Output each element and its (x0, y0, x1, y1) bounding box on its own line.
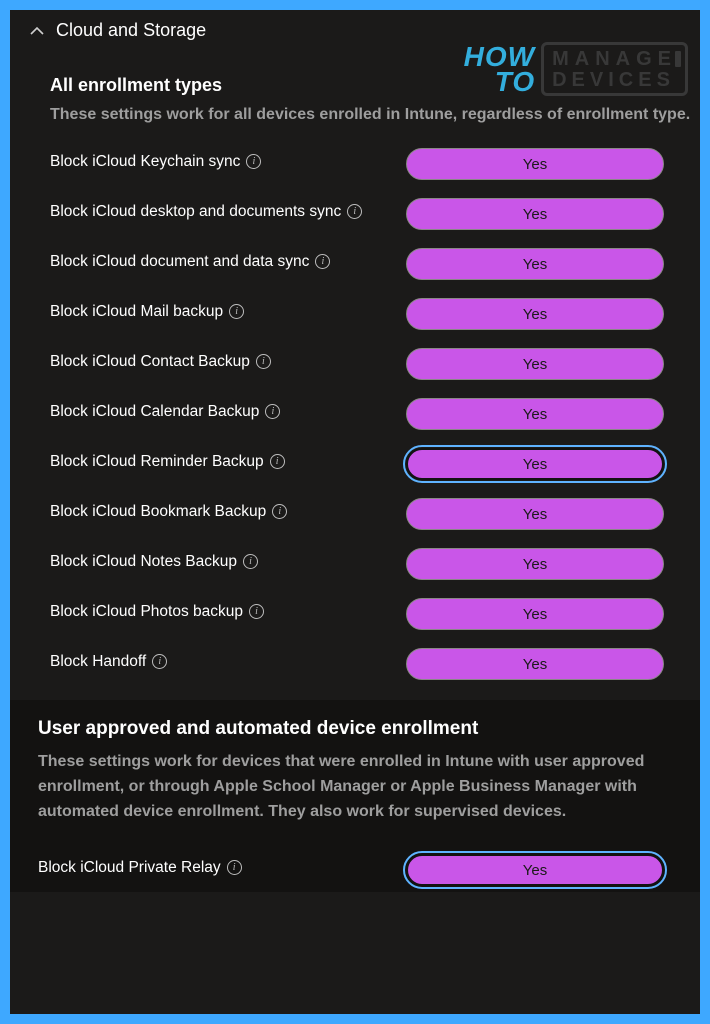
toggle-group: Yes (406, 398, 663, 430)
setting-control: Yes (406, 246, 700, 280)
toggle-group: Yes (406, 198, 663, 230)
setting-label: Block iCloud Keychain sync (50, 152, 240, 173)
setting-label: Block Handoff (50, 652, 146, 673)
chevron-up-icon (30, 23, 44, 39)
setting-row: Block iCloud Photos backup i Yes (50, 592, 700, 642)
toggle-group: Yes (406, 854, 663, 886)
watermark-how: HOW (464, 44, 535, 69)
setting-label: Block iCloud Bookmark Backup (50, 502, 266, 523)
info-icon[interactable]: i (243, 554, 258, 569)
settings-rows-user: Block iCloud Private Relay i Yes (38, 842, 700, 892)
setting-row: Block iCloud desktop and documents sync i… (50, 192, 700, 242)
setting-control: Yes (406, 146, 700, 180)
subsection-desc-all: These settings work for all devices enro… (50, 106, 700, 124)
setting-label: Block iCloud Photos backup (50, 602, 243, 623)
toggle-yes-button[interactable]: Yes (406, 854, 664, 886)
setting-row: Block iCloud Bookmark Backup i Yes (50, 492, 700, 542)
setting-row: Block Handoff i Yes (50, 642, 700, 692)
setting-row: Block iCloud Calendar Backup i Yes (50, 392, 700, 442)
setting-label: Block iCloud Notes Backup (50, 552, 237, 573)
toggle-yes-button[interactable]: Yes (406, 448, 664, 480)
watermark-usb-icon (675, 51, 681, 67)
info-icon[interactable]: i (315, 254, 330, 269)
setting-row: Block iCloud Notes Backup i Yes (50, 542, 700, 592)
toggle-group: Yes (406, 348, 663, 380)
settings-panel: HOW TO MANAGE DEVICES Cloud and Storage … (10, 10, 700, 1014)
setting-row: Block iCloud Contact Backup i Yes (50, 342, 700, 392)
setting-label-wrap: Block iCloud Contact Backup i (50, 346, 406, 373)
setting-label-wrap: Block iCloud Private Relay i (38, 852, 406, 879)
setting-label: Block iCloud Private Relay (38, 858, 221, 879)
setting-label-wrap: Block Handoff i (50, 646, 406, 673)
info-icon[interactable]: i (227, 860, 242, 875)
setting-row: Block iCloud Private Relay i Yes (38, 842, 700, 892)
info-icon[interactable]: i (272, 504, 287, 519)
setting-label: Block iCloud desktop and documents sync (50, 202, 341, 223)
setting-control: Yes (406, 396, 700, 430)
toggle-group: Yes (406, 598, 663, 630)
setting-label: Block iCloud Contact Backup (50, 352, 250, 373)
info-icon[interactable]: i (270, 454, 285, 469)
toggle-group: Yes (406, 648, 663, 680)
info-icon[interactable]: i (229, 304, 244, 319)
watermark-manage: MANAGE (552, 49, 677, 70)
subsection-title-user: User approved and automated device enrol… (38, 718, 700, 740)
toggle-group: Yes (406, 248, 663, 280)
toggle-group: Yes (406, 298, 663, 330)
section-all-enrollment: All enrollment types These settings work… (10, 75, 700, 692)
settings-rows-all: Block iCloud Keychain synciYesBlock iClo… (50, 142, 700, 692)
setting-row: Block iCloud Reminder Backup i Yes (50, 442, 700, 492)
setting-label-wrap: Block iCloud Notes Backup i (50, 546, 406, 573)
setting-label-wrap: Block iCloud Calendar Backup i (50, 396, 406, 423)
toggle-group: Yes (406, 448, 663, 480)
setting-label-wrap: Block iCloud Reminder Backup i (50, 446, 406, 473)
setting-row: Block iCloud document and data sync i Yes (50, 242, 700, 292)
toggle-group: Yes (406, 498, 663, 530)
setting-control: Yes (406, 852, 700, 886)
setting-control: Yes (406, 596, 700, 630)
section-title: Cloud and Storage (56, 20, 206, 41)
toggle-yes-button[interactable]: Yes (406, 548, 664, 580)
toggle-yes-button[interactable]: Yes (406, 398, 664, 430)
setting-label: Block iCloud Mail backup (50, 302, 223, 323)
setting-control: Yes (406, 546, 700, 580)
subsection-desc-user: These settings work for devices that wer… (38, 750, 700, 824)
info-icon[interactable]: i (249, 604, 264, 619)
setting-control: Yes (406, 296, 700, 330)
setting-label: Block iCloud Reminder Backup (50, 452, 264, 473)
setting-label-wrap: Block iCloud Keychain sync i (50, 146, 406, 173)
toggle-yes-button[interactable]: Yes (406, 498, 664, 530)
info-icon[interactable]: i (347, 204, 362, 219)
toggle-yes-button[interactable]: Yes (406, 198, 664, 230)
setting-control: Yes (406, 496, 700, 530)
toggle-yes-button[interactable]: Yes (406, 348, 664, 380)
setting-control: Yes (406, 196, 700, 230)
toggle-yes-button[interactable]: Yes (406, 148, 664, 180)
subsection-title-all: All enrollment types (50, 75, 700, 96)
toggle-yes-button[interactable]: Yes (406, 248, 664, 280)
setting-label-wrap: Block iCloud Photos backup i (50, 596, 406, 623)
toggle-yes-button[interactable]: Yes (406, 298, 664, 330)
info-icon[interactable]: i (246, 154, 261, 169)
setting-label-wrap: Block iCloud Mail backup i (50, 296, 406, 323)
setting-row: Block iCloud Mail backup i Yes (50, 292, 700, 342)
toggle-group: Yes (406, 548, 663, 580)
setting-label-wrap: Block iCloud Bookmark Backup i (50, 496, 406, 523)
toggle-yes-button[interactable]: Yes (406, 648, 664, 680)
info-icon[interactable]: i (152, 654, 167, 669)
section-header-cloud-storage[interactable]: Cloud and Storage (10, 10, 700, 47)
setting-label: Block iCloud document and data sync (50, 252, 309, 273)
toggle-group: Yes (406, 148, 663, 180)
setting-control: Yes (406, 346, 700, 380)
toggle-yes-button[interactable]: Yes (406, 598, 664, 630)
info-icon[interactable]: i (256, 354, 271, 369)
setting-row: Block iCloud Keychain sync i Yes (50, 142, 700, 192)
setting-label: Block iCloud Calendar Backup (50, 402, 259, 423)
info-icon[interactable]: i (265, 404, 280, 419)
section-user-approved: User approved and automated device enrol… (10, 700, 700, 892)
setting-label-wrap: Block iCloud document and data sync i (50, 246, 406, 273)
setting-label-wrap: Block iCloud desktop and documents sync i (50, 196, 406, 223)
setting-control: Yes (406, 646, 700, 680)
setting-control: Yes (406, 446, 700, 480)
